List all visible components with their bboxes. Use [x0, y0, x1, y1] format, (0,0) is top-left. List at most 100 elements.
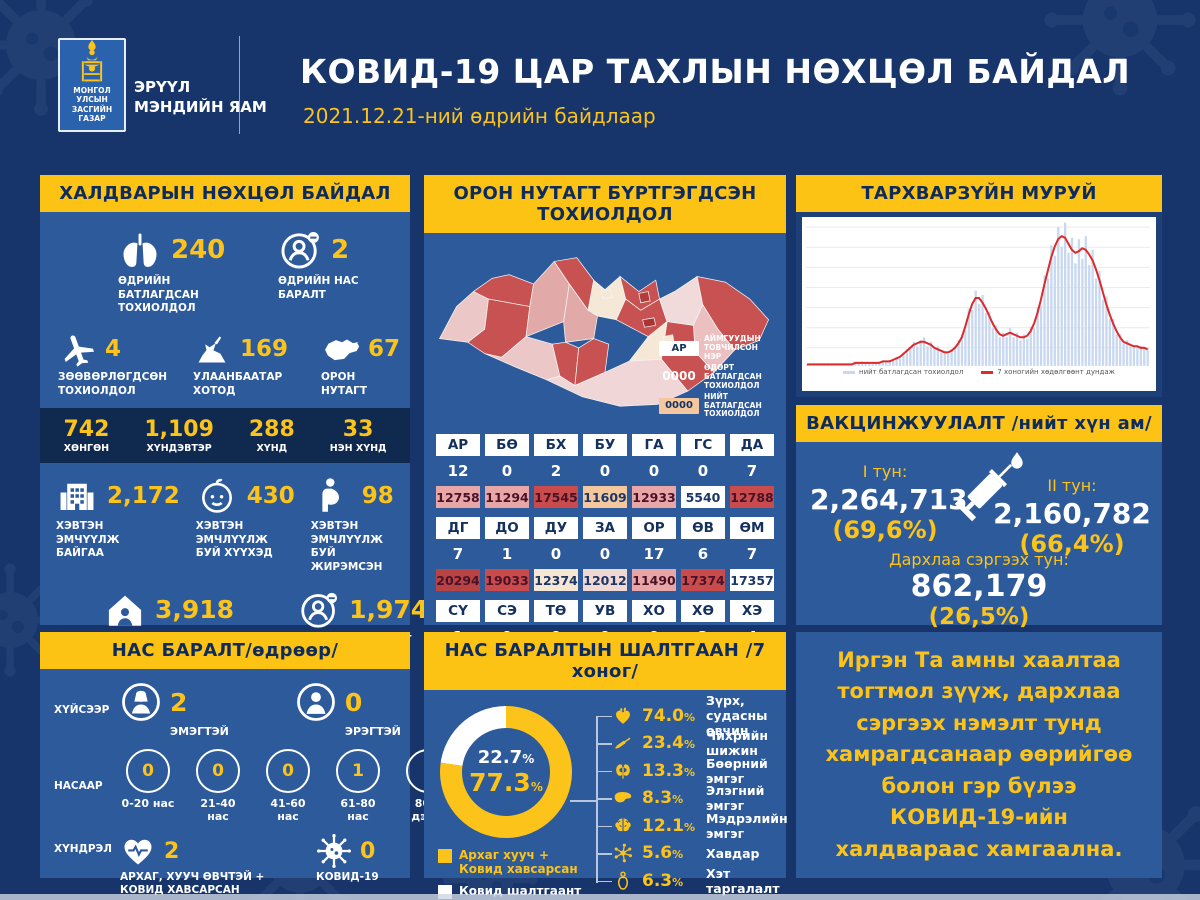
daily-cases-bar	[1136, 347, 1139, 366]
stat-value: 169	[240, 335, 289, 362]
severity-value: 742	[63, 417, 110, 443]
header-divider	[239, 36, 240, 134]
province-group: АР БӨ БХ БУ ГА ГС ДА 12 0 2 0 0 0 7 12758 11294 17545 116…	[436, 434, 774, 508]
daily-cases-bar	[1029, 326, 1032, 366]
stat-label: УЛААНБААТАР ХОТОД	[193, 370, 283, 397]
daily-cases-bar	[1122, 343, 1125, 366]
province-code: ТӨ	[534, 600, 578, 622]
province-daily-cases: 12	[447, 462, 469, 480]
cause-label: Бөөрний эмгэг	[706, 755, 768, 786]
stat-value: 98	[361, 483, 394, 510]
province-code: ЗА	[583, 517, 627, 539]
daily-cases-bar	[857, 362, 860, 366]
person-death-icon	[301, 592, 338, 628]
daily-cases-bar	[1129, 346, 1132, 366]
complication-label: АРХАГ, ХУУЧ ӨВЧТЭЙ + КОВИД ХАВСАРСАН	[120, 871, 265, 897]
complication-value: 2	[164, 838, 180, 864]
province-total-cases: 11490	[632, 569, 676, 591]
daily-cases-bar	[1081, 258, 1084, 366]
epi-chart-svg	[802, 217, 1156, 370]
daily-cases-bar	[1026, 338, 1029, 366]
daily-cases-bar	[950, 349, 953, 366]
legend-code-label: АЙМГУУДЫН ТОВЧИЛСОН НЭР	[704, 334, 761, 361]
age-label: 21-40 нас	[200, 796, 236, 823]
gender-label: ЭРЭГТЭЙ	[344, 725, 401, 738]
age-item: 0 0-20 нас	[120, 748, 176, 823]
daily-cases-bar	[1036, 307, 1039, 366]
tumor-icon	[614, 843, 632, 863]
legend-daily-label: ӨДӨРТ БАТЛАГДСАН ТОХИОЛДОЛ	[704, 363, 762, 390]
infection-top-stats: 240 ӨДРИЙН БАТЛАГДСАН ТОХИОЛДОЛ 2 ӨДРИЙН НА…	[40, 212, 410, 316]
severity-item: 1,109 ХҮНДЭВТЭР	[144, 417, 214, 454]
severity-value: 33	[342, 417, 374, 443]
stat-item-top: 2,172	[56, 475, 180, 517]
province-total-cases: 20294	[436, 569, 480, 591]
daily-cases-bar	[1088, 264, 1091, 366]
epi-chart-legend: нийт батлагдсан тохиолдол 7 хоногийн хөдө…	[802, 368, 1156, 376]
province-code: УВ	[583, 600, 627, 622]
cause-percent: 13.3%	[642, 760, 695, 781]
stat-label: ОРОН НУТАГТ	[320, 370, 368, 397]
epi-legend-swatch	[843, 370, 855, 374]
monument-icon	[198, 336, 226, 363]
daily-cases-bar	[971, 310, 974, 366]
daily-cases-bar	[1008, 328, 1012, 366]
dose2-value: 2,160,782	[993, 497, 1151, 530]
dose2-label: II тун:	[1047, 476, 1097, 495]
daily-cases-bar	[995, 325, 998, 366]
province-code: СҮ	[436, 600, 480, 622]
hospital-icon	[56, 475, 98, 517]
age-label: 41-60 нас	[270, 796, 306, 823]
cause-list: 74.0% Зүрх, судасны өвчин 23.4% Чихрийн шиж…	[570, 693, 788, 899]
complication-value: 0	[360, 838, 376, 864]
stat-item: 67 ОРОН НУТАГТ	[321, 330, 400, 398]
stat-item-top: 430	[196, 475, 295, 517]
gender-value: 2	[170, 687, 188, 717]
person-death-icon	[278, 228, 322, 272]
donut-comorbid-pct: 77.3	[469, 768, 531, 797]
obesity-icon	[617, 871, 629, 890]
daily-cases-bar	[1074, 263, 1077, 366]
province-group: ДГ ДО ДУ ЗА ОР ӨВ ӨМ 7 1 0 0 17 6 7 20294 19033 12374 120…	[436, 517, 774, 591]
home-icon	[104, 589, 146, 631]
daily-cases-bar	[1084, 236, 1087, 366]
hospital-icon	[60, 483, 94, 511]
lungs-icon	[123, 233, 157, 267]
stat-item-top: 98	[311, 475, 402, 517]
province-code: ӨВ	[681, 517, 725, 539]
page-subtitle: 2021.12.21-ний өдрийн байдлаар	[303, 104, 656, 128]
daily-cases-bar	[974, 290, 977, 366]
province-total-cases: 12758	[436, 486, 480, 508]
mongolia-map: АР АЙМГУУДЫН ТОВЧИЛСОН НЭР 0000 ӨДӨРТ БА…	[432, 237, 778, 425]
province-daily-cases: 0	[599, 462, 611, 480]
province-total-cases: 12012	[583, 569, 627, 591]
province-code: ДГ	[436, 517, 480, 539]
daily-cases-bar	[1050, 245, 1053, 366]
panel-regional-cases: ОРОН НУТАГТ БҮРТГЭГДСЭН ТОХИОЛДОЛ АР АЙМ…	[424, 175, 786, 674]
daily-cases-bar	[909, 349, 912, 366]
panel-infection-title: ХАЛДВАРЫН НӨХЦӨЛ БАЙДАЛ	[40, 175, 410, 212]
province-code: ДУ	[534, 517, 578, 539]
complication-item: 0 КОВИД-19	[316, 833, 379, 897]
daily-cases-bar	[1046, 278, 1050, 366]
age-item: 0 41-60 нас	[260, 748, 316, 823]
cause-percent: 5.6%	[642, 843, 684, 864]
stat-item: 98 ХЭВТЭН ЭМЧЛҮҮЛЖ БУЙ ЖИРЭМСЭН	[311, 475, 402, 575]
daily-cases-bar	[1060, 246, 1063, 366]
stat-item: 4 ЗӨӨВӨРЛӨГДСӨН ТОХИОЛДОЛ	[58, 330, 167, 398]
province-total-cases: 12788	[730, 486, 774, 508]
stat-item: 2,172 ХЭВТЭН ЭМЧҮҮЛЖ БАЙГАА	[56, 475, 180, 575]
donut-labels: 22.7% 77.3%	[469, 747, 543, 797]
soyombo-icon	[79, 40, 105, 84]
daily-cases-bar	[867, 362, 871, 366]
cause-row: 74.0% Зүрх, судасны өвчин	[596, 693, 788, 738]
daily-cases-bar	[1057, 227, 1060, 366]
age-category-label: НАСААР	[54, 779, 103, 792]
stat-item-top: 67	[321, 330, 400, 368]
tumor-icon	[612, 842, 634, 864]
stat-item-top: 240	[118, 228, 240, 272]
daily-cases-bar	[1119, 334, 1122, 366]
epi-legend-item: нийт батлагдсан тохиолдол	[843, 368, 963, 376]
airplane-icon	[58, 330, 96, 368]
cause-label: Чихрийн шижин	[706, 728, 769, 759]
